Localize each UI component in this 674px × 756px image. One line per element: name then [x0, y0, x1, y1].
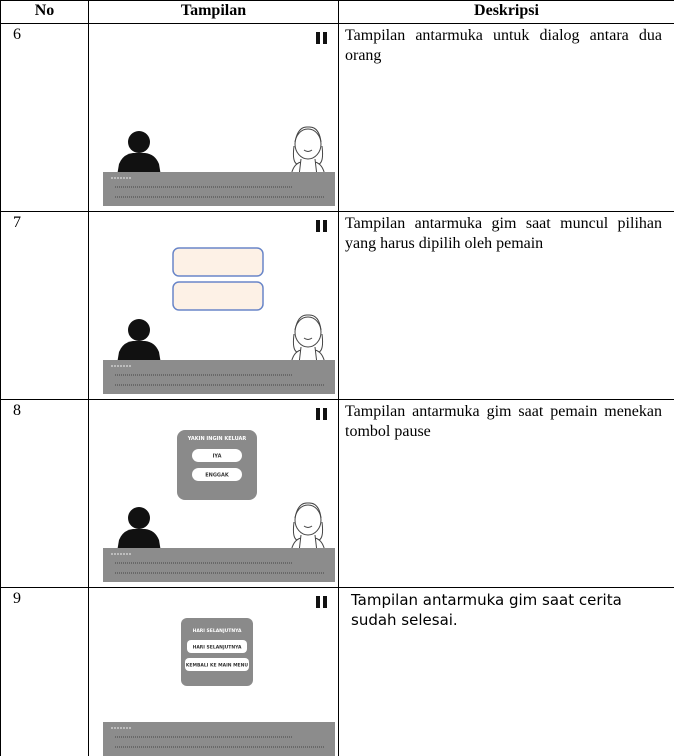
description: Tampilan antarmuka gim saat cerita sudah… [338, 587, 674, 756]
pause-panel [177, 430, 257, 500]
row: 8 YAKIN INGIN KELUAR IYA ENGGAK Tampilan… [0, 399, 674, 588]
button [192, 449, 242, 462]
row: 9 HARI SELANJUTNYA HARI SELANJUTNYA KEMB… [0, 587, 674, 756]
row-number: 7 [0, 211, 89, 400]
choice-box [172, 281, 264, 311]
row: 6 Tampilan antarmuka untuk dialog antara… [0, 23, 674, 212]
screenshot-cell: HARI SELANJUTNYA HARI SELANJUTNYA KEMBAL… [88, 587, 339, 756]
screenshot [102, 220, 336, 395]
button-label: ENGGAK [205, 473, 230, 479]
header-cell: Tampilan [88, 0, 339, 24]
button [189, 624, 245, 636]
description: Tampilan antarmuka gim saat muncul pilih… [338, 211, 674, 400]
screenshot-cell: YAKIN INGIN KELUAR IYA ENGGAK [88, 399, 339, 588]
row-number: 9 [0, 587, 89, 756]
screenshot-cell [88, 211, 339, 400]
screenshot: HARI SELANJUTNYA HARI SELANJUTNYA KEMBAL… [102, 596, 336, 756]
button-label: HARI SELANJUTNYA [193, 628, 242, 634]
button-label: IYA [213, 454, 222, 460]
header-row: No Tampilan Deskripsi [0, 0, 674, 24]
button-label: KEMBALI KE MAIN MENU [186, 663, 248, 669]
button [187, 640, 247, 653]
button [185, 658, 249, 671]
screenshot [102, 32, 336, 207]
header-cell: Deskripsi [338, 0, 674, 24]
description: Tampilan antarmuka gim saat pemain menek… [338, 399, 674, 588]
description: Tampilan antarmuka untuk dialog antara d… [338, 23, 674, 212]
button [192, 468, 242, 481]
screenshot: YAKIN INGIN KELUAR IYA ENGGAK [102, 408, 336, 583]
header-cell: No [0, 0, 89, 24]
panel-title: YAKIN INGIN KELUAR [187, 436, 247, 442]
row-number: 8 [0, 399, 89, 588]
screenshot-cell [88, 23, 339, 212]
row: 7 Tampilan antarmuka gim saat muncul pil… [0, 211, 674, 400]
row-number: 6 [0, 23, 89, 212]
choice-box [172, 247, 264, 277]
button-label: HARI SELANJUTNYA [193, 645, 242, 651]
